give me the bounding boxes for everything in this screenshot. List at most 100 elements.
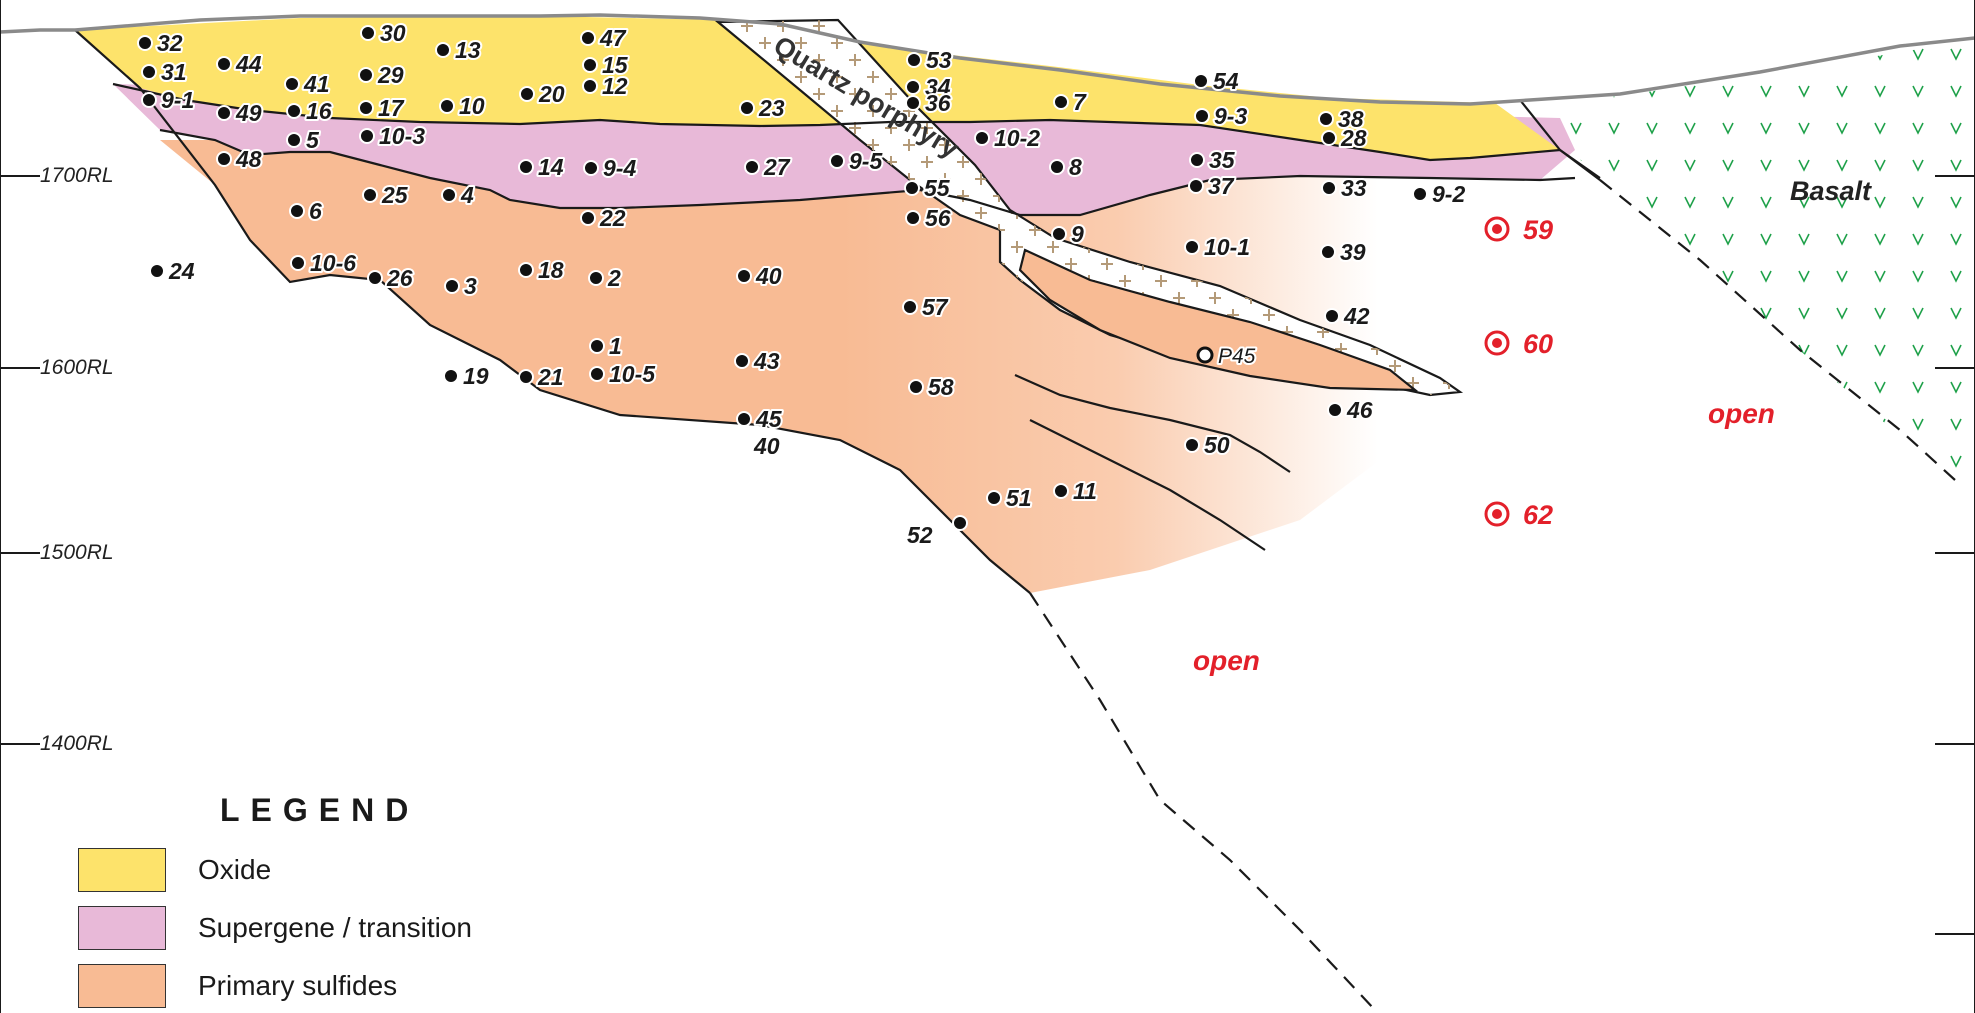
drillhole-label-21: 21 [537,364,564,390]
drillhole-label-37: 37 [1208,173,1235,199]
drillhole-label-20: 20 [538,81,565,107]
drillhole-marker-9-3 [1194,108,1210,124]
drillhole-label-49: 49 [235,100,262,126]
drillhole-label-9-3: 9-3 [1214,103,1247,129]
drillhole-marker-47 [580,30,596,46]
drillhole-label-29: 29 [377,62,404,88]
drillhole-marker-53 [906,52,922,68]
drillhole-label-33: 33 [1341,175,1367,201]
drillhole-marker-12 [582,78,598,94]
drillhole-marker-9-5 [829,153,845,169]
drillhole-marker-54 [1193,73,1209,89]
drillhole-label-10-5: 10-5 [609,361,656,387]
drillhole-marker-42 [1324,308,1340,324]
drillhole-marker-2 [588,270,604,286]
drillhole-label-9-2: 9-2 [1432,181,1465,207]
drillhole-label-10: 10 [459,93,485,119]
drillhole-label-56: 56 [925,205,951,231]
open-label-depth: open [1193,645,1260,676]
legend-label-primary: Primary sulfides [198,970,398,1001]
drillhole-label-28: 28 [1340,125,1367,151]
drillhole-label-17: 17 [378,95,405,121]
drillhole-label-32: 32 [157,30,183,56]
planned-holes-layer: 59 60 62 [1484,215,1553,530]
legend-swatch-primary [78,964,166,1008]
legend-swatch-oxide [78,848,166,892]
drillhole-marker-36 [905,95,921,111]
drillhole-marker-16 [286,103,302,119]
drillhole-label-26: 26 [386,265,413,291]
drillhole-marker-9-1 [141,92,157,108]
planned-hole-dot-62 [1492,509,1502,519]
planned-hole-label-59: 59 [1523,215,1553,245]
drillhole-marker-1 [589,338,605,354]
drillhole-label-4: 4 [460,182,474,208]
drillhole-label-24: 24 [168,258,195,284]
drillhole-marker-15 [582,57,598,73]
drillhole-label-50: 50 [1204,432,1230,458]
drillhole-marker-7 [1053,94,1069,110]
quartz-porphyry-fill [718,20,1460,395]
drillhole-marker-44 [216,56,232,72]
drillhole-label-57: 57 [922,294,949,320]
drillhole-marker-45 [736,411,752,427]
drillhole-marker-10-6 [290,255,306,271]
planned-hole-label-60: 60 [1523,329,1553,359]
drillhole-label-36: 36 [925,90,951,116]
drillhole-label-2: 2 [607,265,621,291]
basalt-zone [1525,42,1975,490]
drillhole-label-9-5: 9-5 [849,148,883,174]
drillhole-marker-55 [904,180,920,196]
drillhole-marker-24 [149,263,165,279]
drillhole-label-41: 41 [303,71,330,97]
drillhole-label-53: 53 [926,47,952,73]
drillhole-marker-19 [443,368,459,384]
drillhole-marker-21 [518,369,534,385]
elevation-label-1600: 1600RL [40,356,114,379]
drillhole-label-47: 47 [599,25,627,51]
drillhole-marker-32 [137,35,153,51]
drillhole-marker-57 [902,299,918,315]
drillhole-marker-49 [216,105,232,121]
drillhole-marker-52 [952,515,968,531]
drillhole-marker-3 [444,278,460,294]
drillhole-marker-18 [518,262,534,278]
drillhole-marker-38 [1318,111,1334,127]
drillhole-label-34: 34 [925,74,951,100]
drillhole-marker-27 [744,159,760,175]
drillhole-label-25: 25 [381,182,409,208]
drillhole-marker-9-2 [1412,186,1428,202]
drillhole-label-9: 9 [1071,221,1084,247]
drillhole-marker-9 [1051,226,1067,242]
drillhole-marker-13 [435,42,451,58]
drillhole-label-19: 19 [463,363,489,389]
drillhole-label-10-3: 10-3 [379,123,425,149]
legend-title: LEGEND [220,792,420,828]
pit-hole-marker [1196,346,1214,364]
contact-lines [74,29,1601,594]
drillhole-label-6: 6 [309,198,322,224]
drillhole-marker-34 [905,79,921,95]
drillhole-marker-5 [286,132,302,148]
drillhole-label-9-4: 9-4 [603,155,636,181]
planned-hole-dot-60 [1492,338,1502,348]
elevation-axis-right [1935,0,1975,1013]
elevation-label-1400: 1400RL [40,732,114,755]
drillhole-label-16: 16 [306,98,332,124]
drillhole-marker-51 [986,490,1002,506]
drillhole-label-12: 12 [602,73,628,99]
drillhole-label-1: 1 [609,333,622,359]
drillhole-label-10-1: 10-1 [1204,234,1250,260]
drillhole-label-54: 54 [1213,68,1239,94]
drillhole-label-23: 23 [758,95,785,121]
drillhole-label-39: 39 [1340,239,1366,265]
drillhole-label-40: 40 [755,263,782,289]
drillhole-marker-20 [519,86,535,102]
drillhole-label-44: 44 [235,51,262,77]
drillhole-label-30: 30 [380,20,406,46]
legend-swatch-supergene [78,906,166,950]
drillhole-label-7: 7 [1073,89,1087,115]
drillhole-marker-10 [439,98,455,114]
drillhole-marker-33 [1321,180,1337,196]
